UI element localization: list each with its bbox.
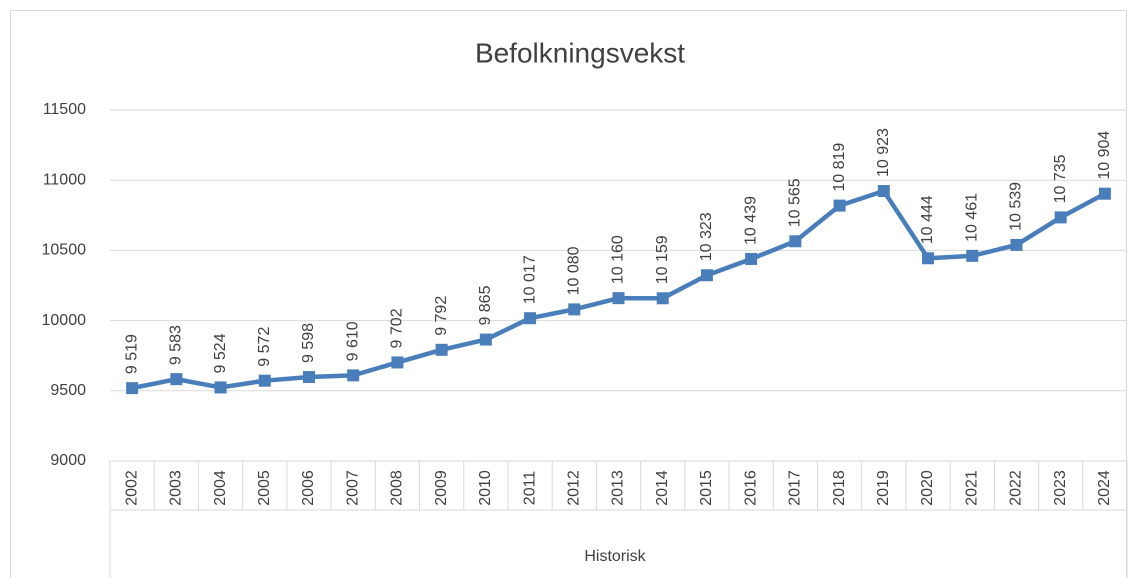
marker xyxy=(656,292,669,305)
x-tick-label: 2019 xyxy=(875,470,892,506)
marker xyxy=(391,356,404,369)
x-tick-label: 2012 xyxy=(566,470,583,506)
data-label: 9 583 xyxy=(168,325,185,365)
chart-title: Befolkningsvekst xyxy=(475,37,685,68)
data-label: 10 444 xyxy=(919,195,936,244)
data-label: 10 461 xyxy=(963,193,980,242)
x-tick-label: 2024 xyxy=(1096,470,1113,506)
x-tick-label: 2015 xyxy=(698,470,715,506)
x-tick-label: 2014 xyxy=(654,470,671,506)
x-tick-label: 2023 xyxy=(1052,470,1069,506)
marker xyxy=(612,292,625,305)
series-line xyxy=(131,188,1106,391)
x-tick-label: 2005 xyxy=(256,470,273,506)
x-axis-label: Historisk xyxy=(584,548,646,565)
marker xyxy=(258,374,271,387)
y-tick-label: 9000 xyxy=(50,452,86,469)
marker xyxy=(789,235,802,248)
x-tick-label: 2022 xyxy=(1008,470,1025,506)
marker xyxy=(347,369,360,382)
data-label: 9 865 xyxy=(477,285,494,325)
marker xyxy=(1098,187,1111,200)
marker xyxy=(922,252,935,265)
x-tick-label: 2003 xyxy=(168,470,185,506)
marker xyxy=(126,382,139,395)
marker xyxy=(524,312,537,325)
x-tick-label: 2016 xyxy=(742,470,759,506)
data-label: 9 598 xyxy=(300,323,317,363)
x-tick-label: 2009 xyxy=(433,470,450,506)
marker xyxy=(568,303,581,316)
data-label: 10 080 xyxy=(566,246,583,295)
x-tick-label: 2008 xyxy=(389,470,406,506)
x-tick-label: 2006 xyxy=(300,470,317,506)
data-label: 10 017 xyxy=(521,255,538,304)
marker xyxy=(833,199,846,212)
data-label: 9 519 xyxy=(123,334,140,374)
marker xyxy=(1054,211,1067,224)
data-label: 10 539 xyxy=(1008,182,1025,231)
marker xyxy=(1010,238,1023,251)
x-tick-label: 2002 xyxy=(123,470,140,506)
marker xyxy=(214,381,227,394)
marker xyxy=(479,333,492,346)
y-tick-label: 10500 xyxy=(42,242,87,259)
marker xyxy=(435,343,448,356)
data-label: 10 159 xyxy=(654,235,671,284)
y-tick-label: 9500 xyxy=(50,382,86,399)
x-tick-label: 2010 xyxy=(477,470,494,506)
y-tick-label: 10000 xyxy=(42,312,87,329)
data-label: 10 160 xyxy=(610,235,627,284)
data-label: 10 923 xyxy=(875,128,892,177)
x-tick-label: 2017 xyxy=(787,470,804,506)
data-label: 10 735 xyxy=(1052,154,1069,203)
x-tick-label: 2021 xyxy=(963,470,980,506)
data-label: 9 572 xyxy=(256,327,273,367)
marker xyxy=(302,371,315,384)
data-label: 10 819 xyxy=(831,143,848,192)
x-tick-label: 2007 xyxy=(344,470,361,506)
x-tick-label: 2004 xyxy=(212,470,229,506)
marker xyxy=(745,252,758,265)
y-tick-label: 11500 xyxy=(43,101,86,118)
data-label: 10 565 xyxy=(787,178,804,227)
data-label: 9 792 xyxy=(433,296,450,336)
data-label: 10 439 xyxy=(742,196,759,245)
x-tick-label: 2020 xyxy=(919,470,936,506)
x-tick-label: 2018 xyxy=(831,470,848,506)
x-tick-label: 2011 xyxy=(521,471,538,506)
marker xyxy=(170,373,183,386)
marker xyxy=(877,185,890,198)
data-label: 10 323 xyxy=(698,212,715,261)
marker xyxy=(966,249,979,262)
data-label: 9 610 xyxy=(344,321,361,361)
marker xyxy=(700,269,713,282)
data-label: 10 904 xyxy=(1096,131,1113,180)
data-label: 9 524 xyxy=(212,333,229,373)
chart-frame xyxy=(10,10,1127,578)
y-tick-label: 11000 xyxy=(43,171,86,188)
x-tick-label: 2013 xyxy=(610,470,627,506)
data-label: 9 702 xyxy=(389,308,406,348)
